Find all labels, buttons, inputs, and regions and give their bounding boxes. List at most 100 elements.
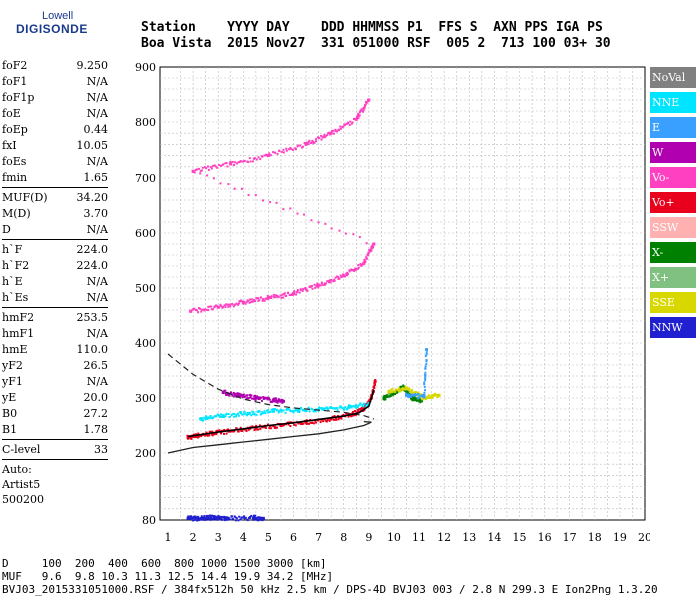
echo-point: [281, 424, 284, 427]
echo-point: [431, 394, 434, 397]
echo-point: [196, 168, 199, 171]
echo-point: [417, 397, 420, 400]
echo-point: [365, 101, 368, 104]
echo-point: [431, 395, 434, 398]
echo-point: [350, 406, 353, 409]
echo-point: [248, 301, 251, 304]
echo-point: [255, 424, 258, 427]
echo-point: [315, 284, 318, 287]
echo-point: [252, 518, 255, 521]
echo-point: [251, 410, 254, 413]
echo-point: [307, 422, 310, 425]
echo-point: [207, 168, 210, 171]
echo-point: [234, 303, 237, 306]
echo-point: [344, 232, 347, 235]
echo-point: [254, 300, 257, 303]
echo-point: [238, 395, 241, 398]
echo-point: [263, 410, 266, 413]
echo-point: [410, 388, 413, 391]
echo-point: [204, 433, 207, 436]
echo-point: [288, 408, 291, 411]
echo-point: [424, 377, 427, 380]
echo-point: [213, 517, 216, 520]
echo-point: [235, 302, 238, 305]
echo-point: [236, 393, 240, 397]
echo-point: [354, 410, 357, 413]
autoscale-l3: 500200: [2, 493, 44, 506]
echo-point: [239, 518, 242, 521]
echo-point: [249, 396, 252, 399]
param-name: D: [2, 223, 11, 236]
echo-point: [389, 391, 392, 394]
echo-point: [401, 388, 404, 391]
echo-point: [199, 172, 202, 175]
echo-point: [323, 283, 326, 286]
echo-point: [315, 285, 318, 288]
x-tick-label: 1: [165, 531, 172, 544]
echo-point: [210, 514, 213, 517]
echo-point: [357, 264, 360, 267]
echo-point: [278, 149, 281, 152]
echo-point: [369, 250, 372, 253]
echo-point: [360, 109, 363, 112]
echo-point: [257, 297, 260, 300]
echo-point: [312, 142, 315, 145]
echo-point: [317, 409, 320, 412]
echo-point: [225, 303, 228, 306]
echo-point: [354, 267, 357, 270]
echo-point: [192, 515, 195, 518]
echo-point: [408, 387, 411, 390]
echo-point: [235, 415, 238, 418]
echo-point: [326, 408, 329, 411]
echo-point: [254, 413, 257, 416]
echo-point: [274, 425, 277, 428]
echo-point: [280, 410, 283, 413]
param-name: yE: [2, 391, 17, 404]
echo-point: [269, 201, 272, 204]
echo-point: [422, 395, 426, 399]
echo-point: [235, 413, 238, 416]
echo-point: [258, 424, 261, 427]
muf-row: MUF 9.6 9.8 10.3 11.3 12.5 14.4 19.9 34.…: [2, 570, 334, 583]
echo-point: [405, 392, 408, 395]
echo-point: [221, 414, 225, 418]
param-name: B0: [2, 407, 18, 420]
echo-point: [320, 281, 323, 284]
y-tick-label: 200: [135, 447, 156, 460]
echo-point: [312, 409, 315, 412]
echo-point: [297, 422, 300, 425]
echo-point: [424, 367, 427, 370]
echo-point: [263, 426, 266, 429]
echo-point: [327, 131, 330, 134]
echo-point: [205, 431, 208, 434]
echo-point: [337, 129, 340, 132]
echo-point: [224, 389, 227, 392]
echo-point: [407, 393, 410, 396]
echo-point: [416, 393, 419, 396]
echo-point: [306, 289, 309, 292]
echo-point: [253, 298, 256, 301]
echo-point: [358, 235, 361, 238]
echo-point: [355, 115, 358, 118]
echo-point: [222, 163, 225, 166]
y-tick-label: 800: [135, 116, 156, 129]
echo-point: [231, 160, 234, 163]
echo-point: [254, 514, 257, 517]
echo-point: [337, 418, 340, 421]
echo-point: [209, 518, 212, 521]
legend-item-nnw: NNW: [650, 317, 696, 338]
echo-point: [213, 515, 216, 518]
echo-point: [315, 140, 318, 143]
param-row: yE 20.0: [2, 390, 108, 406]
echo-point: [362, 261, 366, 265]
echo-point: [291, 410, 294, 413]
echo-point: [281, 293, 284, 296]
echo-point: [329, 281, 332, 284]
echo-point: [270, 408, 273, 411]
echo-point: [194, 308, 197, 311]
echo-point: [216, 516, 220, 520]
param-name: fxI: [2, 139, 17, 152]
echo-point: [263, 299, 266, 302]
echo-point: [387, 389, 391, 393]
echo-point: [282, 148, 285, 151]
